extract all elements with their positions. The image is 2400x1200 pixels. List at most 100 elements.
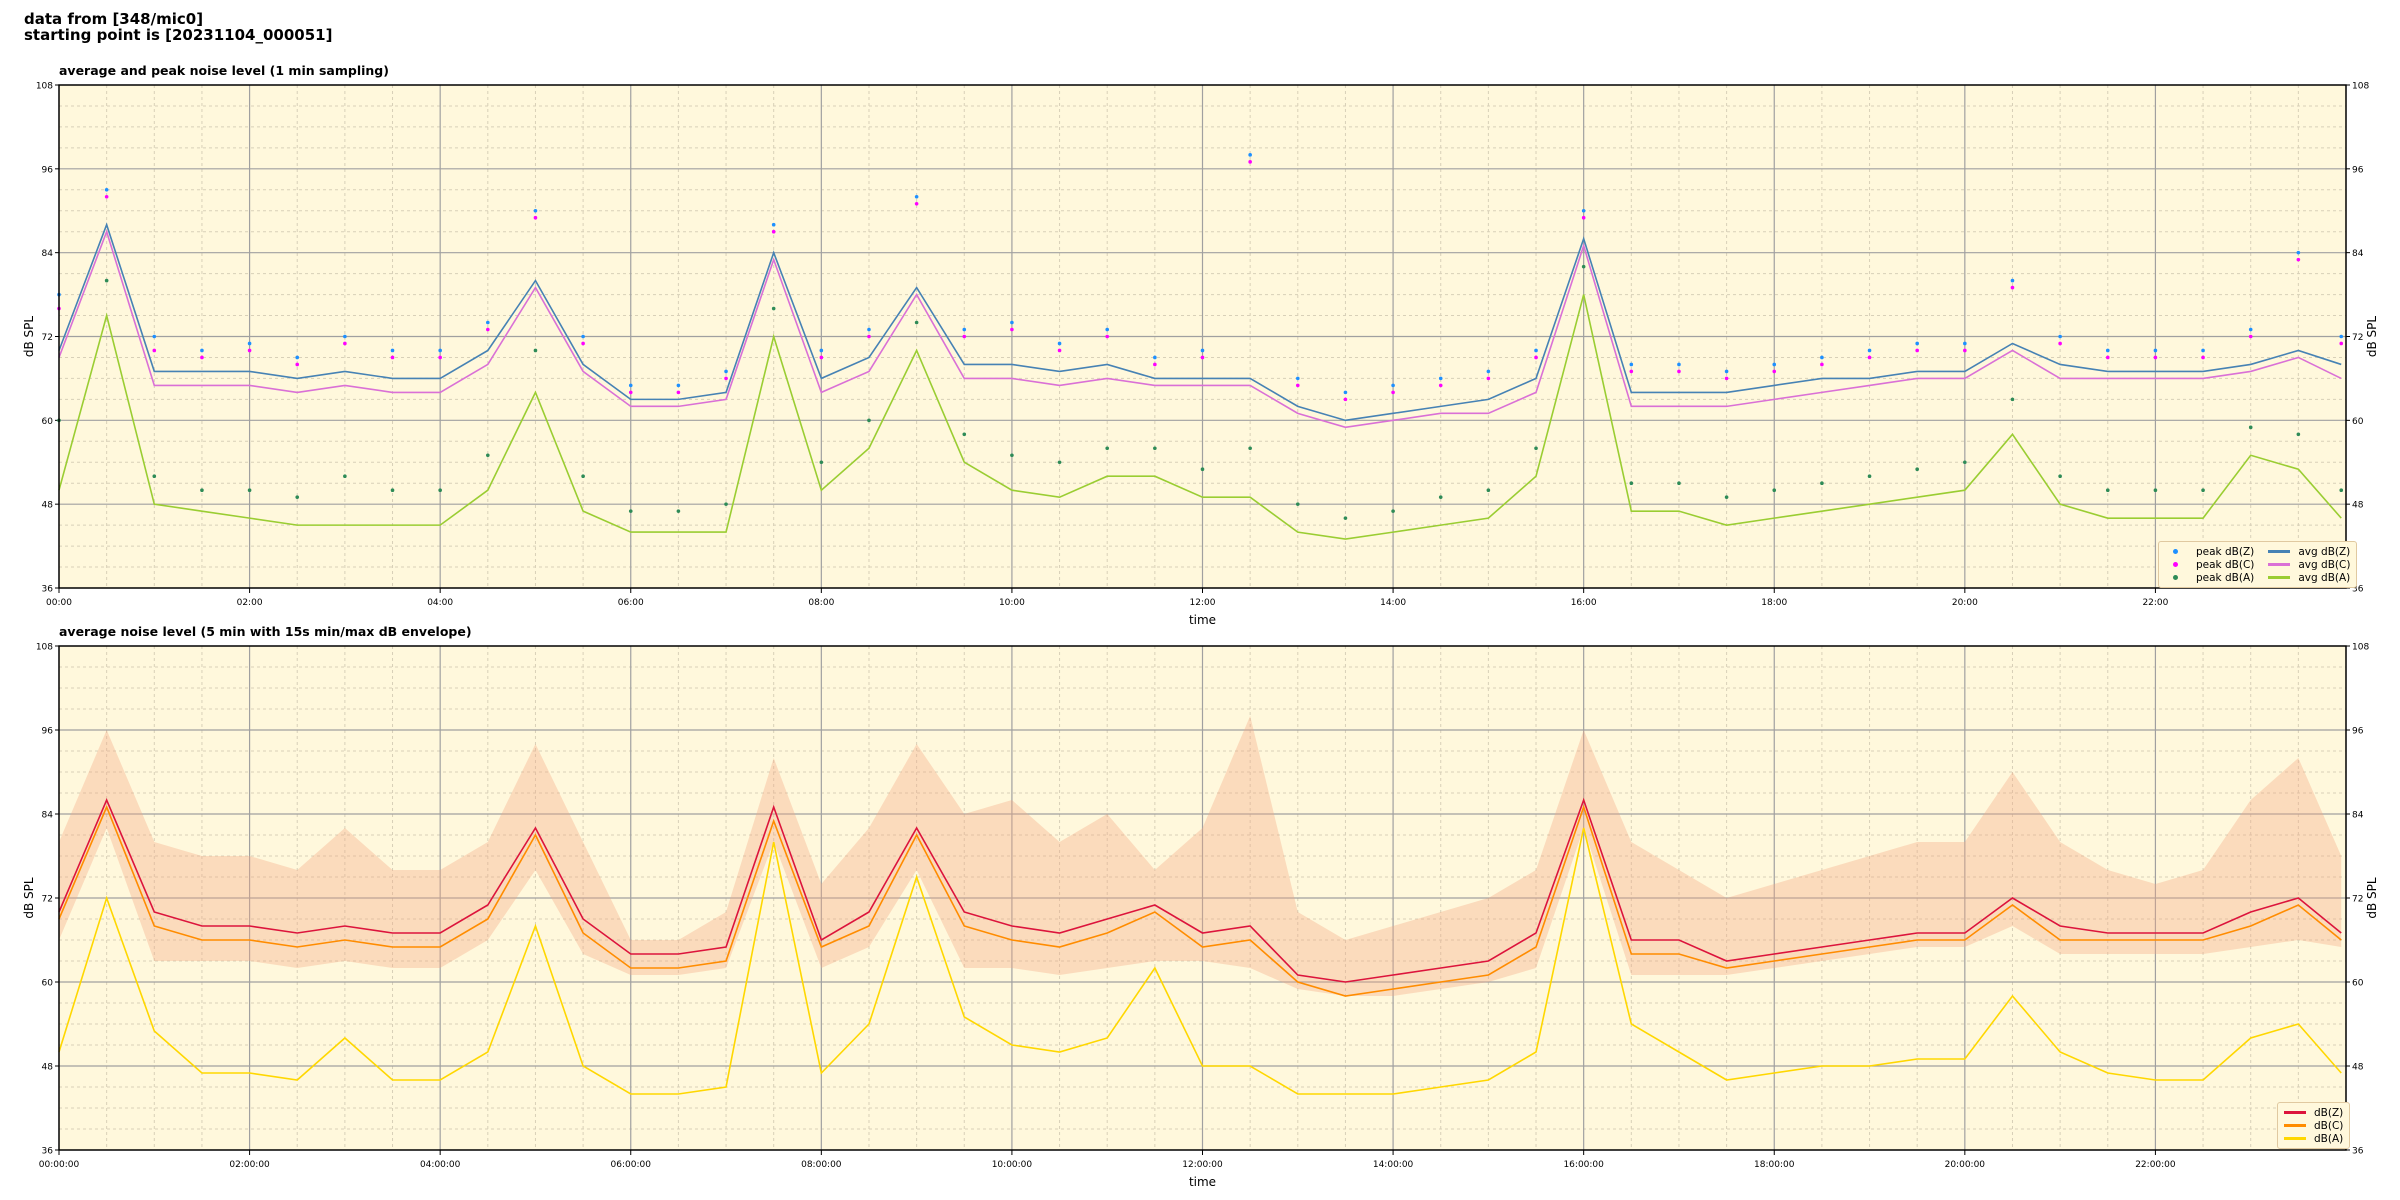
y-tick-label: 72: [2352, 333, 2363, 343]
y-tick-label: 36: [42, 585, 54, 595]
data-point: [628, 390, 633, 395]
x-tick-label: 16:00:00: [1563, 1160, 1604, 1170]
x-tick-label: 20:00: [1952, 598, 1978, 608]
data-point: [1724, 369, 1729, 374]
line-swatch: [2268, 563, 2291, 566]
data-point: [1534, 348, 1538, 353]
y-tick-label: 108: [36, 82, 53, 92]
data-point: [676, 509, 681, 513]
data-point: [2296, 432, 2301, 437]
series-line: [58, 222, 2342, 422]
legend-item: avg dB(C): [2268, 558, 2350, 571]
data-point: [1581, 208, 1586, 213]
legend-label: avg dB(A): [2298, 571, 2351, 584]
data-point: [1343, 516, 1348, 520]
y-axis-label: dB SPL: [22, 316, 36, 358]
marker-swatch: [2173, 549, 2178, 554]
data-point: [1200, 467, 1205, 472]
data-point: [962, 327, 967, 332]
data-point: [581, 474, 585, 479]
data-point: [1200, 348, 1205, 353]
data-point: [1629, 481, 1634, 486]
data-point: [1105, 334, 1110, 339]
data-point: [2296, 250, 2301, 255]
data-point: [1200, 355, 1205, 360]
data-point: [1677, 362, 1681, 367]
x-tick-label: 08:00:00: [801, 1160, 842, 1170]
data-point: [1820, 362, 1824, 367]
data-point: [1867, 355, 1872, 360]
y-tick-label: 60: [42, 417, 54, 427]
series-peak-db-a-: [57, 264, 2344, 520]
line-swatch: [2284, 1111, 2306, 1114]
data-point: [1438, 383, 1443, 388]
data-point: [438, 355, 442, 360]
data-point: [2248, 425, 2253, 430]
data-point: [1010, 320, 1014, 325]
y-tick-label: 84: [2352, 249, 2364, 259]
x-tick-label: 10:00: [999, 598, 1025, 608]
data-point: [1391, 390, 1395, 395]
data-point: [962, 334, 967, 339]
data-point: [1867, 348, 1872, 353]
header-source: data from [348/mic0]: [24, 10, 204, 28]
legend-label: avg dB(Z): [2298, 545, 2351, 558]
y-tick-label: 48: [42, 1063, 54, 1073]
data-point: [390, 348, 395, 353]
data-point: [1963, 348, 1967, 353]
x-axis-label: time: [1189, 1175, 1216, 1189]
chart-0: 36 36 48 48 60 60 72 72 84 84 96 96 108 108 00:00 02:00…: [22, 82, 2379, 628]
data-point: [1153, 355, 1157, 360]
series-line: [58, 797, 2342, 983]
legend-label: dB(C): [2314, 1119, 2344, 1132]
data-point: [200, 488, 204, 492]
y-tick-label: 96: [2352, 165, 2364, 175]
header-start: starting point is [20231104_000051]: [24, 26, 333, 44]
data-point: [2010, 278, 2015, 283]
legend-label: peak dB(A): [2196, 571, 2255, 584]
y-tick-label: 72: [42, 333, 53, 343]
data-point: [1343, 390, 1348, 395]
data-point: [724, 369, 728, 374]
x-tick-label: 02:00: [237, 598, 263, 608]
data-point: [2339, 488, 2344, 492]
data-point: [1724, 495, 1729, 499]
x-tick-label: 22:00: [2142, 598, 2168, 608]
data-point: [819, 355, 824, 360]
data-point: [2105, 348, 2110, 353]
data-point: [2105, 488, 2110, 492]
data-point: [438, 488, 442, 492]
data-point: [486, 327, 490, 332]
y-tick-label: 96: [42, 727, 54, 737]
data-point: [200, 348, 204, 353]
plot-frame: [58, 645, 2347, 1151]
data-point: [104, 278, 109, 283]
data-point: [628, 383, 633, 388]
data-point: [2339, 341, 2344, 346]
data-point: [2201, 348, 2205, 353]
data-point: [1867, 474, 1872, 479]
data-point: [2058, 341, 2062, 346]
marker-swatch: [2173, 562, 2178, 567]
x-tick-label: 02:00:00: [229, 1160, 270, 1170]
data-point: [200, 355, 204, 360]
data-point: [1343, 397, 1348, 402]
data-point: [486, 320, 490, 325]
y-tick-label: 72: [42, 895, 53, 905]
data-point: [1581, 215, 1586, 220]
data-point: [1486, 488, 1491, 492]
series-line: [58, 294, 2342, 540]
data-point: [1963, 460, 1967, 465]
data-point: [914, 194, 919, 199]
series-peak-db-c-: [57, 160, 2344, 402]
y-tick-label: 48: [2352, 501, 2364, 511]
data-point: [1295, 376, 1300, 381]
data-point: [1820, 355, 1824, 360]
data-point: [1248, 160, 1252, 164]
data-point: [2248, 334, 2253, 339]
data-point: [247, 341, 252, 346]
data-point: [1534, 446, 1538, 451]
y-axis-label: dB SPL: [2365, 877, 2379, 919]
series-line: [58, 804, 2342, 997]
